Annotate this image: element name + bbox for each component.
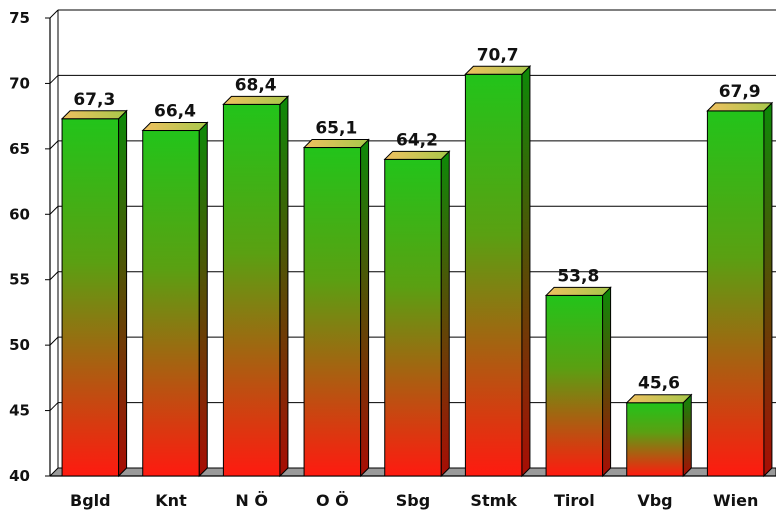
x-tick-label: Wien: [713, 491, 758, 510]
bar-top: [222, 95, 290, 105]
data-label: 53,8: [557, 266, 599, 286]
x-tick-label: Tirol: [554, 491, 595, 510]
bar-front: [626, 402, 684, 477]
y-tick-label: 65: [9, 140, 30, 158]
y-axis-ticks: 40 45 50 55 60 65 70 75: [9, 9, 50, 485]
gridline-diagonal: [49, 205, 59, 215]
bar-top: [141, 122, 209, 132]
bar: [625, 393, 693, 478]
bar-side: [118, 109, 128, 478]
data-label: 67,3: [73, 90, 115, 110]
x-tick-label: Bgld: [70, 491, 111, 510]
bar-side: [198, 121, 208, 478]
gridline-diagonal: [49, 271, 59, 281]
gridline-diagonal: [49, 402, 59, 411]
bar-side: [763, 101, 773, 478]
x-tick-label: Knt: [155, 491, 187, 510]
bar-front: [545, 294, 604, 477]
data-label: 45,6: [638, 374, 680, 394]
data-labels: 67,3 66,4 68,4 65,1 64,2 70,7 53,8 45,6 67,9: [73, 45, 760, 393]
bar: [141, 121, 209, 478]
data-label: 70,7: [477, 45, 519, 65]
gridline-diagonal: [49, 9, 59, 19]
bar-front: [142, 130, 200, 477]
bar-top: [464, 65, 532, 75]
bar-side: [440, 150, 450, 478]
bar-front: [303, 147, 362, 477]
x-tick-label: O Ö: [316, 491, 349, 510]
y-tick-label: 60: [9, 205, 30, 223]
data-label: 67,9: [719, 82, 761, 102]
bar: [544, 286, 612, 478]
bar-front: [706, 110, 765, 477]
bar-front: [384, 158, 442, 477]
x-tick-label: Vbg: [637, 491, 672, 510]
bar-top: [625, 394, 693, 404]
gridline-diagonal: [49, 140, 59, 150]
bar-front: [222, 103, 281, 477]
data-label: 66,4: [154, 102, 196, 122]
bar-front: [464, 73, 523, 477]
gridline-diagonal: [49, 336, 59, 346]
bar-top: [544, 286, 612, 296]
x-tick-label: N Ö: [235, 491, 268, 510]
bar-front: [61, 118, 120, 477]
y-tick-label: 45: [9, 402, 30, 420]
bar-side: [602, 286, 612, 478]
bar-top: [706, 102, 774, 112]
data-label: 65,1: [315, 119, 357, 139]
bar: [60, 109, 128, 478]
bar: [383, 150, 451, 478]
bar: [222, 95, 290, 478]
gridline-diagonal: [49, 75, 59, 84]
x-tick-label: Stmk: [470, 491, 517, 510]
y-tick-label: 50: [9, 336, 30, 354]
bars: [60, 65, 774, 478]
bar: [302, 138, 370, 478]
bar-side: [360, 138, 370, 478]
x-axis-ticks: Bgld Knt N Ö O Ö Sbg Stmk Tirol Vbg Wien: [70, 491, 758, 510]
y-tick-label: 55: [9, 271, 30, 289]
bar-side: [682, 393, 692, 478]
bar-top: [383, 150, 451, 160]
bar: [706, 101, 774, 478]
x-tick-label: Sbg: [396, 491, 430, 510]
bar-top: [60, 110, 128, 120]
y-tick-label: 40: [9, 467, 30, 485]
bar-side: [521, 65, 531, 478]
y-tick-label: 70: [9, 74, 30, 92]
data-label: 68,4: [235, 75, 277, 95]
bar: [464, 65, 532, 478]
bar-top: [302, 139, 370, 149]
y-tick-label: 75: [9, 9, 30, 27]
data-label: 64,2: [396, 130, 438, 150]
bar-side: [279, 95, 289, 478]
